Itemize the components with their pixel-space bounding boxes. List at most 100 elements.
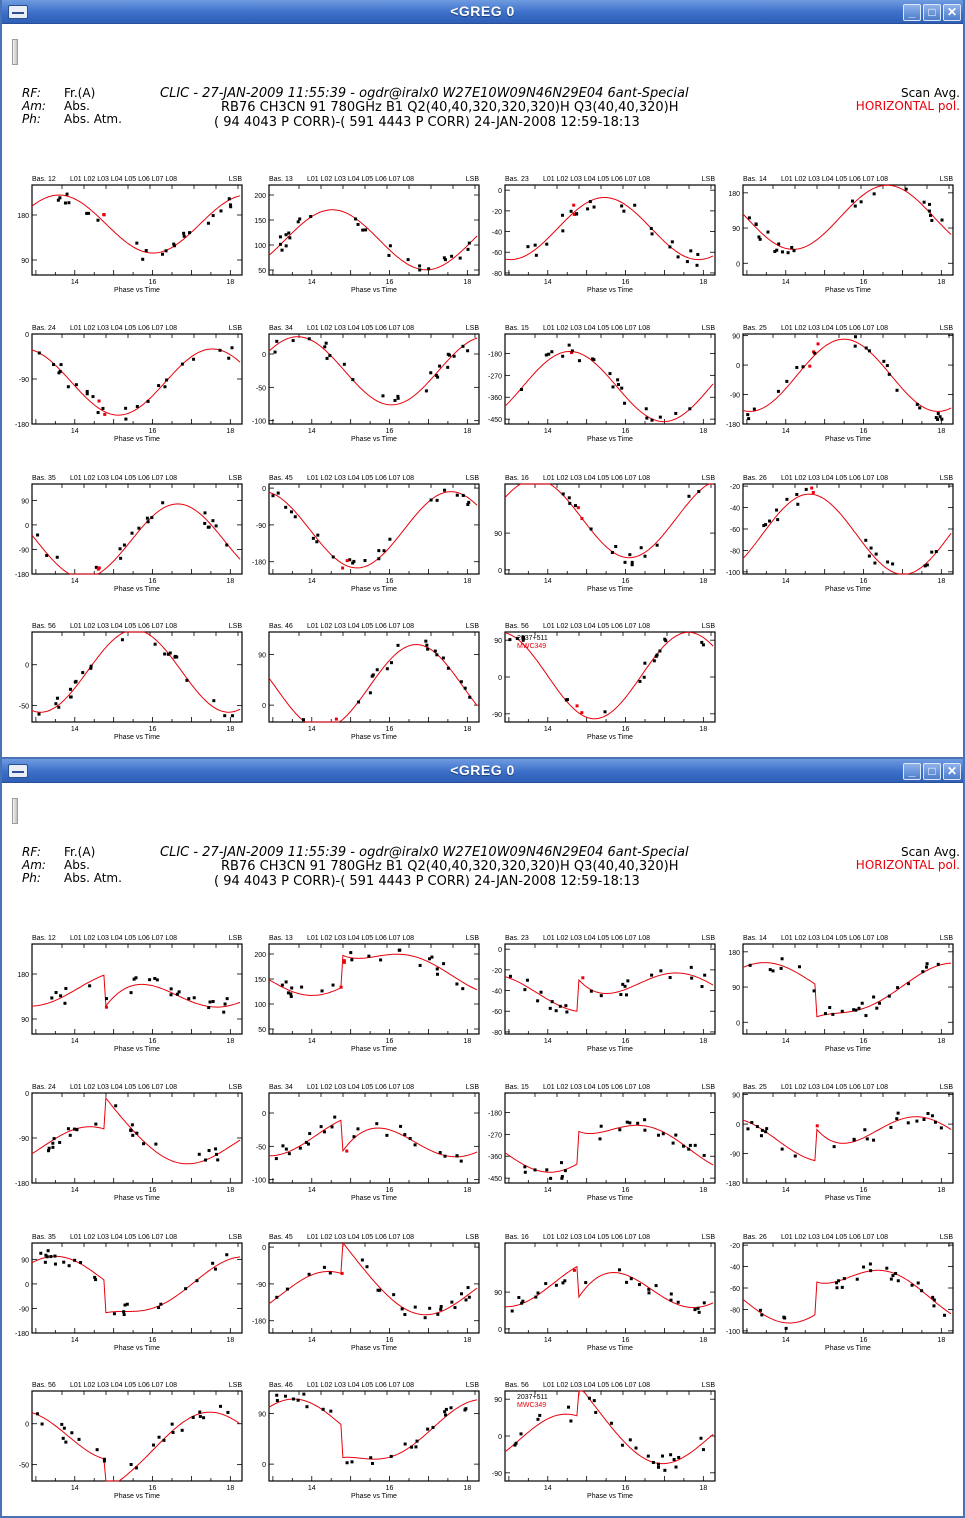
data-point: [623, 401, 627, 405]
baseline-panel: Bas. 13 L01 L02 L03 L04 L05 L06 L07 L08 LS…: [254, 935, 480, 1053]
data-point: [287, 231, 291, 235]
data-point: [287, 1152, 291, 1156]
data-point: [426, 1427, 430, 1431]
close-button[interactable]: ✕: [943, 4, 961, 21]
x-tick-label: 16: [860, 578, 868, 585]
data-point: [636, 1121, 640, 1125]
data-point: [37, 351, 41, 355]
x-tick-label: 14: [782, 1038, 790, 1045]
data-point: [703, 973, 707, 977]
baseline-panel: Bas. 46 L01 L02 L03 L04 L05 L06 L07 L08 LS…: [258, 623, 480, 741]
data-point: [114, 1104, 118, 1108]
scroll-handle[interactable]: [12, 39, 18, 65]
x-axis-label: Phase vs Time: [351, 1046, 397, 1053]
data-point: [377, 549, 381, 553]
data-point: [450, 254, 454, 258]
minimize-button[interactable]: _: [903, 763, 921, 780]
scroll-handle[interactable]: [12, 798, 18, 824]
x-tick-label: 16: [622, 726, 630, 733]
data-point: [354, 217, 358, 221]
data-point: [599, 994, 603, 998]
x-tick-label: 16: [386, 428, 394, 435]
data-point: [439, 1305, 443, 1309]
x-tick-label: 18: [463, 1187, 471, 1194]
maximize-button[interactable]: □: [923, 4, 941, 21]
data-point: [564, 1004, 568, 1008]
data-point: [857, 1006, 861, 1010]
data-point: [427, 267, 431, 271]
data-point: [414, 1445, 418, 1449]
title-bar[interactable]: <GREG 0 _ □ ✕: [2, 0, 963, 24]
x-tick-label: 16: [386, 279, 394, 286]
data-point: [329, 1409, 333, 1413]
data-point: [54, 702, 58, 706]
am-label: Am:: [21, 99, 46, 113]
data-point: [203, 521, 207, 525]
close-button[interactable]: ✕: [943, 763, 961, 780]
data-point: [930, 550, 934, 554]
panel-sessions-label: L01 L02 L03 L04 L05 L06 L07 L08: [781, 325, 888, 332]
data-point: [278, 242, 282, 246]
legend-item: MWC349: [517, 643, 546, 650]
data-point: [780, 250, 784, 254]
data-point: [793, 1154, 797, 1158]
y-tick-label: 90: [732, 985, 740, 992]
x-tick-label: 16: [149, 428, 157, 435]
data-point: [670, 240, 674, 244]
minimize-button[interactable]: _: [903, 4, 921, 21]
title-bar[interactable]: <GREG 0 _ □ ✕: [2, 759, 963, 783]
data-point: [130, 1123, 134, 1127]
data-point: [658, 649, 662, 653]
data-point: [508, 974, 512, 978]
x-tick-label: 16: [149, 1187, 157, 1194]
data-point: [549, 1176, 553, 1180]
x-tick-label: 14: [308, 1337, 316, 1344]
x-axis-label: Phase vs Time: [114, 1345, 160, 1352]
window-menu-button[interactable]: [8, 5, 28, 19]
data-point: [129, 991, 133, 995]
data-point: [342, 960, 346, 964]
data-point: [64, 986, 68, 990]
y-tick-label: -50: [256, 1144, 266, 1151]
data-point: [169, 987, 173, 991]
x-tick-label: 18: [226, 279, 234, 286]
data-point: [459, 1292, 463, 1296]
x-tick-label: 18: [226, 428, 234, 435]
y-tick-label: 0: [25, 1282, 29, 1289]
y-tick-label: -270: [488, 373, 502, 380]
greg-window-2: <GREG 0 _ □ ✕ RF: Fr.(A) Am: Abs. Ph: Abs. At…: [0, 759, 965, 1518]
data-point: [166, 652, 170, 656]
data-point: [396, 394, 400, 398]
maximize-button[interactable]: □: [923, 763, 941, 780]
data-point: [867, 554, 871, 558]
window-menu-button[interactable]: [8, 764, 28, 778]
data-point: [341, 566, 345, 570]
data-point: [561, 492, 565, 496]
data-point: [168, 651, 172, 655]
data-point: [748, 963, 752, 967]
data-point: [588, 200, 592, 204]
x-axis-label: Phase vs Time: [351, 287, 397, 294]
phase-vs-time-plot: RF: Fr.(A) Am: Abs. Ph: Abs. Atm. CLIC - 27-JA…: [15, 86, 960, 741]
data-point: [345, 559, 349, 563]
data-point: [225, 1253, 229, 1257]
data-point: [547, 352, 551, 356]
rf-label: RF:: [22, 86, 41, 100]
fit-curve: [268, 1398, 478, 1460]
y-tick-label: 90: [494, 531, 502, 538]
data-point: [650, 973, 654, 977]
header-line-2: RB76 CH3CN 91 780GHz B1 Q2(40,40,320,320…: [221, 100, 679, 115]
data-point: [754, 223, 758, 227]
data-point: [370, 1461, 374, 1465]
data-point: [400, 1307, 404, 1311]
data-point: [921, 970, 925, 974]
panel-lsb-label: LSB: [466, 325, 480, 332]
data-point: [211, 519, 215, 523]
data-point: [840, 1285, 844, 1289]
data-point: [638, 679, 642, 683]
data-point: [425, 643, 429, 647]
data-point: [66, 1127, 70, 1131]
y-tick-label: 90: [494, 1290, 502, 1297]
data-point: [934, 550, 938, 554]
x-tick-label: 18: [463, 578, 471, 585]
